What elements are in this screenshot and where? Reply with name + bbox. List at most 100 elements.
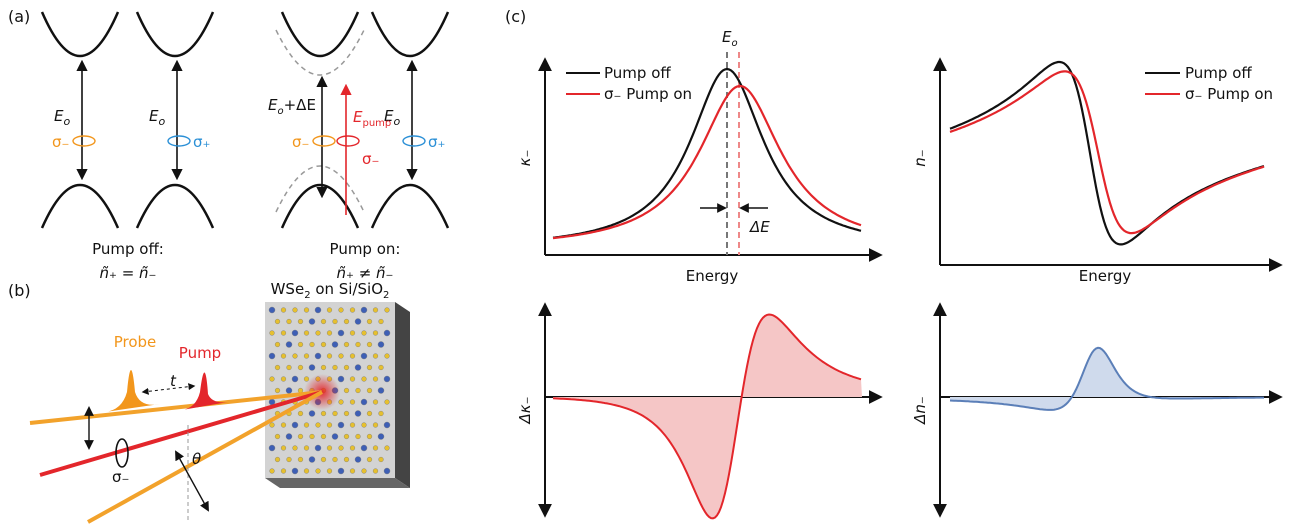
atom	[280, 422, 287, 428]
atom	[280, 468, 287, 474]
atom	[372, 330, 379, 336]
atom	[332, 318, 338, 325]
legend-entry: Pump off	[604, 64, 671, 82]
panel-label: (c)	[505, 7, 526, 26]
y-axis-label: Δn₋	[911, 396, 929, 425]
atom	[366, 410, 373, 417]
difference	[553, 314, 862, 519]
atom	[354, 318, 362, 325]
atom	[343, 410, 350, 417]
atom	[308, 456, 316, 463]
gap-label: Eo	[384, 107, 400, 128]
curve	[552, 67, 862, 239]
x-axis-label: Energy	[1079, 267, 1132, 285]
atom	[297, 433, 304, 440]
atom	[303, 353, 310, 359]
panel-c: (c) Eo ΔE Energy Energy κ₋ n₋ Δκ₋ Δn₋ Pu…	[505, 7, 1283, 520]
atom	[285, 433, 293, 440]
atom	[343, 456, 350, 463]
atom	[355, 387, 361, 394]
atom	[378, 364, 384, 371]
atom	[303, 376, 310, 382]
atom	[314, 352, 322, 360]
atom	[343, 341, 350, 348]
atom	[286, 456, 292, 463]
gap-label: Eo	[149, 107, 165, 128]
atom	[285, 387, 293, 394]
atom	[372, 307, 379, 313]
atom	[292, 307, 298, 313]
gap-label: Eo	[54, 107, 70, 128]
atom	[361, 468, 367, 474]
atom	[320, 456, 327, 463]
atom	[326, 468, 333, 474]
atom	[314, 444, 322, 452]
atom	[315, 422, 321, 428]
atom	[343, 387, 350, 394]
atom	[274, 364, 281, 371]
pump-label: Pump	[179, 344, 221, 362]
atom	[320, 410, 327, 417]
atom	[308, 364, 316, 371]
atom	[338, 399, 344, 405]
atom	[291, 421, 299, 429]
atom	[383, 329, 391, 337]
atom	[338, 353, 344, 359]
y-axis-label: n₋	[911, 149, 929, 166]
atom	[360, 306, 368, 314]
atom	[286, 318, 292, 325]
atom	[274, 318, 281, 325]
atom	[280, 445, 287, 451]
atom	[303, 468, 310, 474]
atom	[292, 353, 298, 359]
polarization: σ₊	[193, 133, 210, 151]
atom	[349, 468, 356, 474]
atom	[372, 399, 379, 405]
atom	[349, 330, 356, 336]
atom	[384, 353, 390, 359]
atom	[320, 341, 327, 348]
atom	[332, 456, 338, 463]
atom	[372, 376, 379, 382]
atom	[378, 318, 384, 325]
atom	[326, 330, 333, 336]
atom	[269, 422, 275, 428]
atom	[297, 364, 304, 371]
atom	[349, 422, 356, 428]
atom	[291, 375, 299, 383]
atom	[291, 467, 299, 475]
atom	[285, 341, 293, 348]
y-axis-label: Δκ₋	[516, 396, 534, 424]
delay-label: t	[170, 372, 177, 390]
atom	[377, 341, 385, 348]
curve	[552, 85, 862, 240]
caption: Pump on:	[330, 240, 401, 258]
atom	[280, 353, 287, 359]
atom	[383, 421, 391, 429]
atom	[378, 456, 384, 463]
atom	[361, 422, 367, 428]
atom	[326, 307, 333, 313]
atom	[320, 364, 327, 371]
atom	[326, 422, 333, 428]
atom	[326, 353, 333, 359]
atom	[269, 468, 275, 474]
atom	[326, 445, 333, 451]
atom	[343, 318, 350, 325]
atom	[315, 468, 321, 474]
atom	[384, 307, 390, 313]
atom	[384, 445, 390, 451]
atom	[297, 410, 304, 417]
atom	[274, 341, 281, 348]
legend-entry: σ₋ Pump on	[1185, 85, 1273, 103]
difference	[950, 347, 1264, 410]
atom	[360, 444, 368, 452]
atom	[372, 353, 379, 359]
atom	[360, 398, 368, 406]
atom	[280, 307, 287, 313]
atom	[308, 318, 316, 325]
atom	[343, 364, 350, 371]
atom	[331, 433, 339, 440]
polarization: σ₋	[292, 133, 309, 151]
atom	[372, 468, 379, 474]
